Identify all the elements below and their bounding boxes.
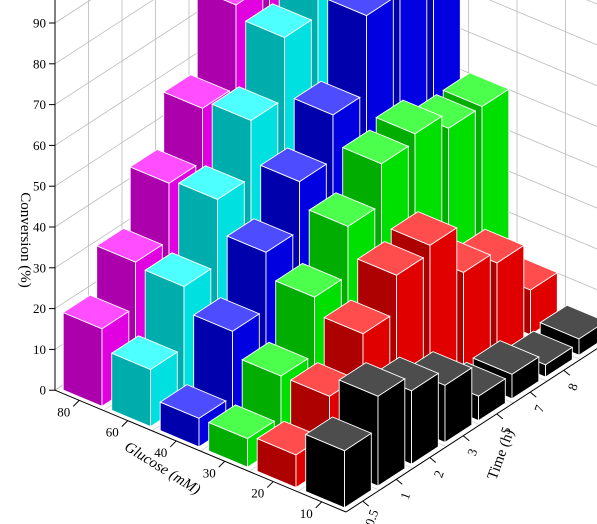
time-tick-label: 8 <box>564 381 580 392</box>
z-tick-label: 0 <box>40 383 47 398</box>
glucose-tick <box>121 420 129 428</box>
time-tick <box>395 478 403 485</box>
bar-face-top <box>110 335 179 371</box>
z-tick-label: 50 <box>33 179 46 194</box>
glucose-tick-label: 80 <box>57 404 70 419</box>
time-tick-label: 7 <box>531 402 547 414</box>
time-tick <box>362 500 370 507</box>
z-tick-label: 20 <box>33 301 46 316</box>
bar-g10-t0.5 <box>304 416 373 509</box>
bar-face-top <box>95 227 164 263</box>
bar-face-top <box>304 416 373 452</box>
time-tick-label: 0.5 <box>362 507 382 524</box>
bar-face-front <box>377 377 406 487</box>
time-tick-label: 5 <box>497 425 513 436</box>
time-tick <box>462 435 470 442</box>
z-axis-title: Conversion (%) <box>17 192 33 287</box>
bar-face-top <box>274 262 343 298</box>
time-tick <box>529 391 537 398</box>
glucose-tick <box>72 399 80 407</box>
z-tick-label: 40 <box>33 220 46 235</box>
bar-g60-t0.5 <box>110 335 179 428</box>
z-tick-label: 70 <box>33 97 46 112</box>
bar-face-top <box>338 362 406 397</box>
bar-face-top <box>375 99 443 135</box>
bar-face-top <box>144 252 212 288</box>
bar-face-top <box>308 192 376 227</box>
time-tick-label: 3 <box>464 447 480 458</box>
time-tick <box>563 369 571 376</box>
bar-face-top <box>223 0 245 6</box>
bar-face-top <box>442 72 510 108</box>
chart-bars <box>62 0 597 509</box>
glucose-tick-label: 20 <box>251 486 264 501</box>
glucose-tick <box>169 440 177 448</box>
z-tick-label: 30 <box>33 260 46 275</box>
bar-face-top <box>390 211 458 246</box>
chart-ticks: 01020304050607080901008060403020100.5123… <box>33 16 597 524</box>
bar-face-top <box>177 165 246 200</box>
z-tick-label: 90 <box>33 16 46 31</box>
glucose-tick-label: 40 <box>154 445 167 460</box>
bar-face-top <box>159 384 227 419</box>
bar-face-top <box>241 341 309 377</box>
bar-face-top <box>293 80 361 116</box>
bar-face-top <box>211 86 279 122</box>
glucose-tick-label: 60 <box>106 425 119 440</box>
time-tick <box>429 457 437 463</box>
z-tick-label: 60 <box>33 138 46 153</box>
glucose-tick-label: 30 <box>203 465 216 480</box>
bar-face-top <box>62 294 130 330</box>
bar-face-top <box>328 0 392 17</box>
time-tick-label: 2 <box>430 468 446 479</box>
z-tick-label: 80 <box>33 56 46 71</box>
z-tick-label: 10 <box>33 342 46 357</box>
bar-face-top <box>356 240 425 276</box>
glucose-tick <box>266 481 274 488</box>
bar-face-top <box>129 148 197 184</box>
glucose-tick-label: 10 <box>300 506 313 521</box>
glucose-tick <box>315 501 323 509</box>
bar-face-top <box>226 218 294 253</box>
bar-face-top <box>192 297 261 332</box>
bar-face-top <box>323 299 391 335</box>
bar-face-top <box>259 147 328 183</box>
grid-line <box>54 0 597 65</box>
time-axis-title: Time (h) <box>485 427 518 482</box>
bar-face-top <box>341 129 410 165</box>
time-axis-line <box>345 348 597 513</box>
time-tick <box>496 413 504 420</box>
glucose-tick <box>218 460 226 468</box>
glucose-axis-line <box>54 389 347 513</box>
bar-face-top <box>207 404 276 440</box>
bar-face-top <box>244 3 313 39</box>
bar-face-top <box>162 74 231 109</box>
time-tick-label: 1 <box>397 490 413 501</box>
bar-face-top <box>472 340 540 375</box>
